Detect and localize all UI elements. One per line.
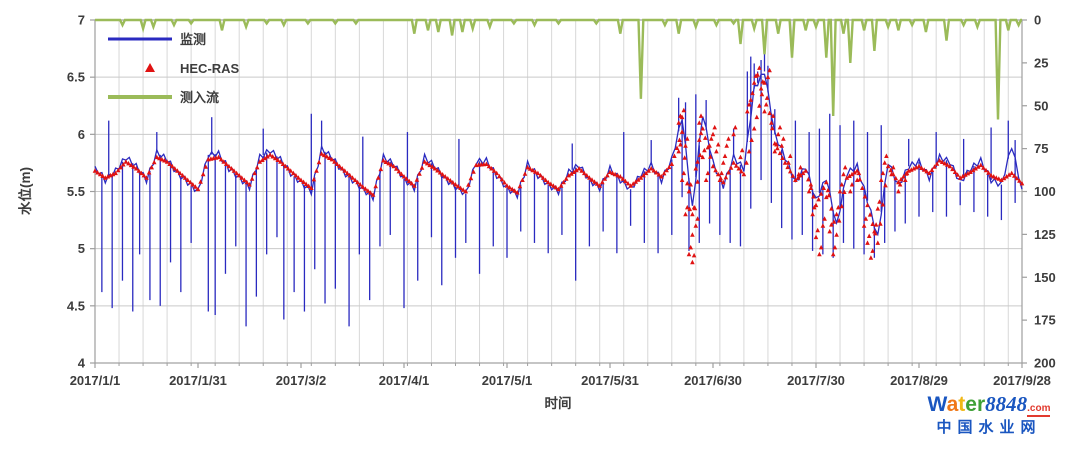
legend-item-inflow: 测入流	[108, 90, 219, 105]
legend-item-monitoring: 监测	[108, 32, 206, 47]
svg-text:125: 125	[1034, 227, 1056, 242]
svg-text:50: 50	[1034, 98, 1048, 113]
svg-text:2017/5/1: 2017/5/1	[482, 373, 533, 388]
svg-text:200: 200	[1034, 356, 1056, 371]
series-monitoring	[94, 52, 1023, 327]
svg-text:2017/4/1: 2017/4/1	[379, 373, 430, 388]
svg-text:2017/1/1: 2017/1/1	[70, 373, 121, 388]
svg-text:5.5: 5.5	[67, 184, 85, 199]
watermark-brand: Water8848.com	[904, 392, 1074, 417]
watermark-letter: e	[965, 393, 977, 416]
svg-text:4.5: 4.5	[67, 298, 85, 313]
series-inflow	[95, 18, 1023, 120]
tick-labels: 7 6.5 6 5.5 5 4.5 4 0 25 50 75 100 125 150 175 200 2017/…	[67, 13, 1056, 389]
svg-text:4: 4	[78, 356, 86, 371]
svg-text:150: 150	[1034, 270, 1056, 285]
watermark-number: 8848	[985, 392, 1028, 416]
watermark-letter: W	[927, 393, 947, 416]
svg-text:175: 175	[1034, 313, 1056, 328]
svg-text:75: 75	[1034, 141, 1048, 156]
legend: 监测 HEC-RAS 测入流	[108, 32, 240, 105]
watermark-subtitle: 中国水业网	[936, 419, 1042, 437]
svg-text:2017/7/30: 2017/7/30	[787, 373, 845, 388]
svg-text:2017/9/28: 2017/9/28	[993, 373, 1051, 388]
watermark-dotcom: .com	[1027, 403, 1051, 417]
chart-generated-layers: 7 6.5 6 5.5 5 4.5 4 0 25 50 75 100 125 150 175 200 2017/…	[67, 13, 1056, 389]
watermark-letter: r	[976, 393, 986, 416]
svg-text:7: 7	[78, 13, 85, 28]
watermark-letter: a	[946, 393, 959, 416]
svg-text:2017/1/31: 2017/1/31	[169, 373, 227, 388]
svg-text:2017/6/30: 2017/6/30	[684, 373, 742, 388]
svg-text:0: 0	[1034, 13, 1041, 28]
x-axis-title: 时间	[545, 395, 572, 411]
svg-text:6: 6	[78, 127, 85, 142]
y-axis-title: 水位(m)	[17, 167, 33, 215]
legend-item-hecras: HEC-RAS	[145, 61, 240, 76]
watermark-word: Water	[928, 393, 986, 416]
axis-ticks	[90, 19, 1027, 368]
svg-text:6.5: 6.5	[67, 70, 85, 85]
svg-text:2017/3/2: 2017/3/2	[276, 373, 327, 388]
svg-text:100: 100	[1034, 184, 1056, 199]
hecras-triangle-swatch	[145, 63, 155, 72]
svg-text:25: 25	[1034, 55, 1048, 70]
legend-label-hecras: HEC-RAS	[180, 61, 240, 76]
legend-label-inflow: 测入流	[180, 90, 219, 105]
svg-text:5: 5	[78, 241, 85, 256]
watermark-letter: t	[958, 393, 966, 416]
watermark-logo: Water8848.com 中国水业网	[904, 392, 1074, 436]
svg-text:2017/5/31: 2017/5/31	[581, 373, 639, 388]
svg-text:2017/8/29: 2017/8/29	[890, 373, 948, 388]
legend-label-monitoring: 监测	[180, 32, 206, 47]
